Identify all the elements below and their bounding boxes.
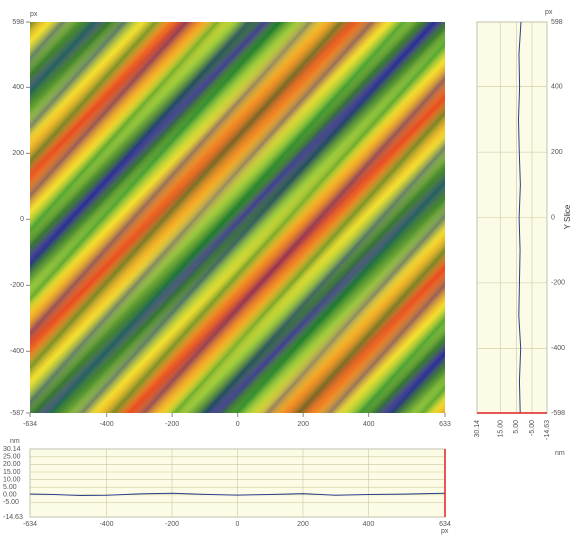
map-y-unit: px (30, 11, 38, 18)
y-tick-label: -400 (10, 348, 24, 355)
y-slice-y-unit: px (545, 9, 553, 16)
y-tick-label: 598 (12, 19, 24, 26)
x-tick-label: 200 (297, 521, 309, 528)
y-tick-label: 0.00 (3, 492, 17, 499)
y-tick-label: -587 (10, 410, 24, 417)
x-tick-label: -634 (23, 421, 37, 428)
y-tick-label: 5.00 (3, 484, 17, 491)
x-tick-label: 634 (439, 521, 451, 528)
y-tick-label: 598 (551, 19, 563, 26)
x-tick-label: 5.00 (513, 420, 520, 434)
y-tick-label: 15.00 (3, 469, 21, 476)
x-slice-x-unit: px (441, 528, 449, 535)
x-tick-label: -200 (165, 521, 179, 528)
y-tick-label: 400 (551, 84, 563, 91)
x-slice-line (29, 492, 446, 497)
x-tick-label: -5.00 (529, 420, 536, 436)
height-map-texture (30, 22, 445, 413)
x-tick-label: 400 (363, 521, 375, 528)
y-tick-label: 200 (551, 149, 563, 156)
y-tick-label: -5.00 (3, 499, 19, 506)
y-slice-x-unit: nm (555, 450, 565, 457)
x-tick-label: 200 (297, 421, 309, 428)
x-tick-label: 30.14 (474, 420, 481, 438)
x-tick-label: -14.63 (544, 420, 551, 440)
y-tick-label: -14.63 (3, 514, 23, 521)
y-tick-label: -200 (10, 282, 24, 289)
y-slice-line (517, 21, 522, 414)
x-tick-label: 15.00 (498, 420, 505, 438)
x-tick-label: -634 (23, 521, 37, 528)
y-tick-label: 0 (551, 214, 555, 221)
x-tick-label: -200 (165, 421, 179, 428)
x-tick-label: 400 (363, 421, 375, 428)
y-tick-label: 10.00 (3, 476, 21, 483)
y-tick-label: -400 (551, 345, 565, 352)
y-tick-label: 200 (12, 150, 24, 157)
x-tick-label: 0 (236, 421, 240, 428)
x-tick-label: -400 (100, 421, 114, 428)
x-tick-label: -400 (100, 521, 114, 528)
y-tick-label: 0 (20, 216, 24, 223)
x-tick-label: 633 (439, 421, 451, 428)
y-tick-label: -598 (551, 410, 565, 417)
y-tick-label: 25.00 (3, 454, 21, 461)
x-slice-y-label: nm (10, 438, 20, 445)
y-tick-label: 400 (12, 84, 24, 91)
y-tick-label: -200 (551, 280, 565, 287)
y-tick-label: 30.14 (3, 446, 21, 453)
y-slice-title: Y Slice (563, 204, 572, 229)
x-tick-label: 0 (236, 521, 240, 528)
y-tick-label: 20.00 (3, 461, 21, 468)
